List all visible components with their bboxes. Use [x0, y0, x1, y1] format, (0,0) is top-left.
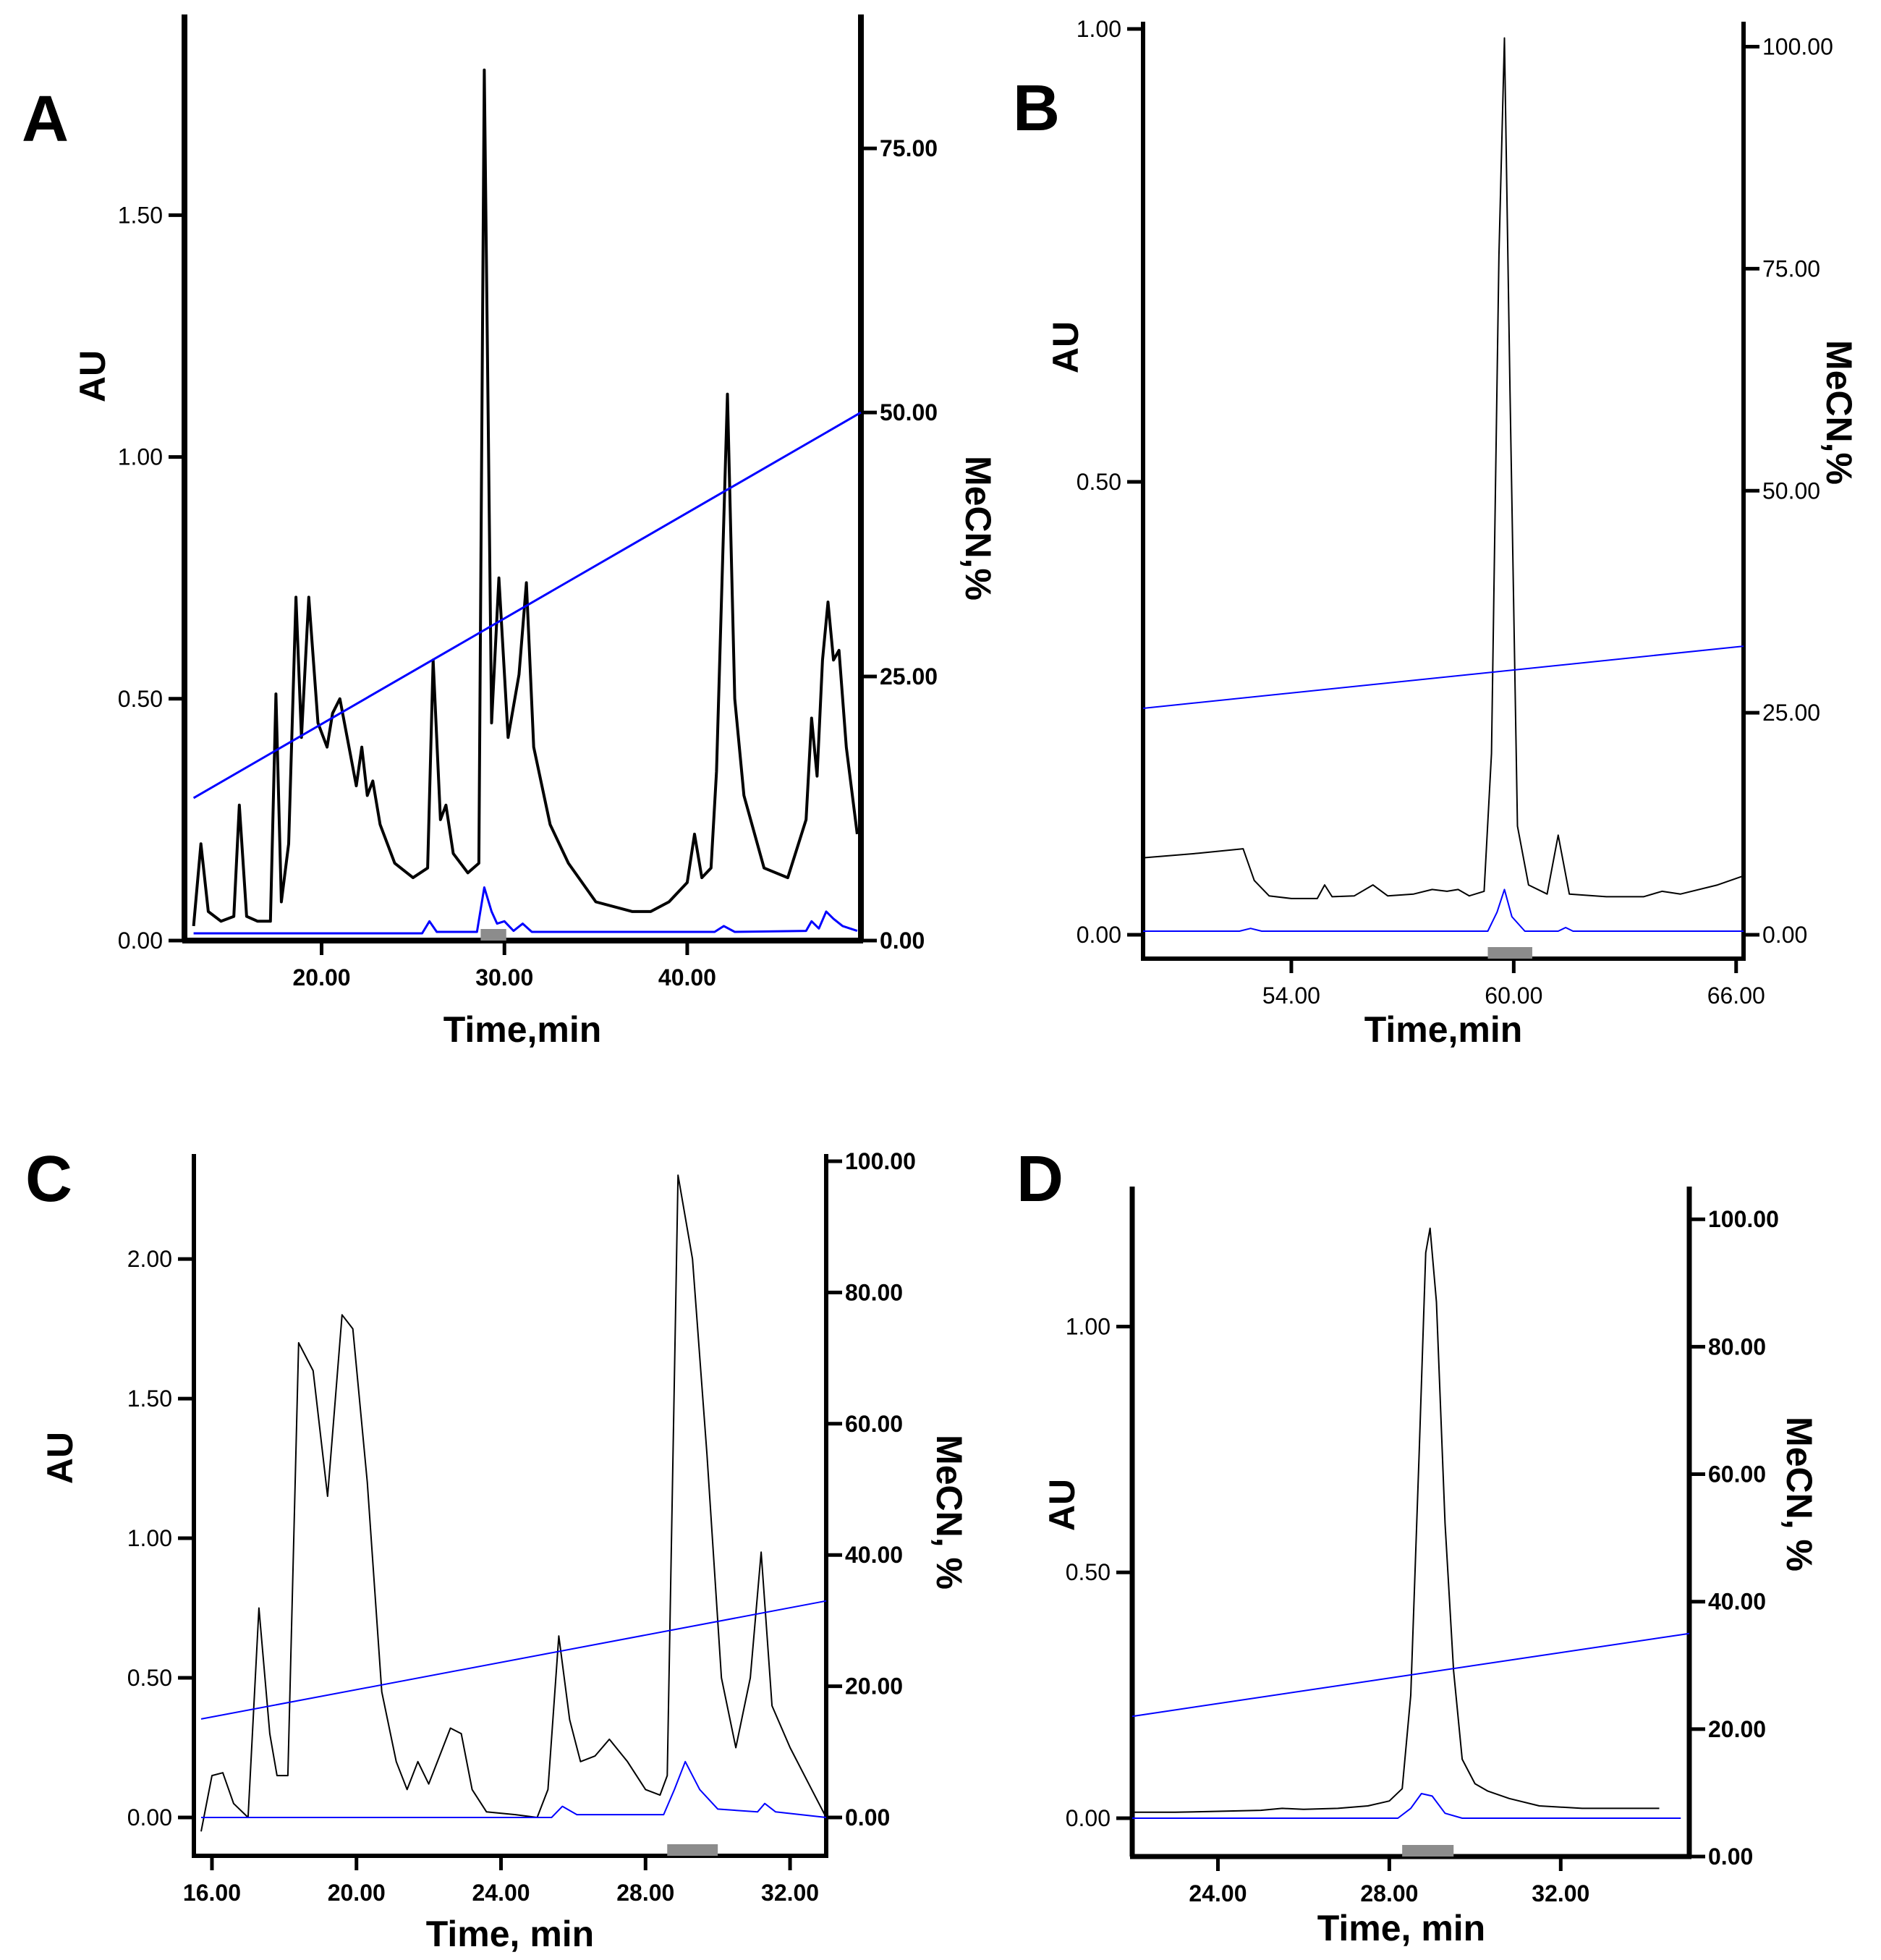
absorbance-trace [192, 68, 859, 927]
y-tick-label: 0.00 [1066, 1805, 1111, 1831]
y2-tick-label: 25.00 [1762, 700, 1820, 726]
y-tick-label: 0.50 [1077, 469, 1121, 495]
y-tick-label: 0.00 [118, 928, 163, 954]
y2-tick-label: 0.00 [1762, 922, 1807, 948]
panel-c: C 0.00 0.50 1.00 1.50 2.00 0.00 20.00 40.00 60.00… [25, 1143, 969, 1954]
y2-tick-label: 60.00 [1708, 1461, 1766, 1488]
y2-tick-label: 75.00 [1762, 255, 1820, 281]
panel-b: B 0.00 0.50 1.00 0.00 25.00 50.00 75.00 100.00 54… [1013, 16, 1859, 1050]
panel-letter: D [1016, 1143, 1063, 1216]
x-tick-label: 28.00 [1360, 1880, 1418, 1906]
y-tick-label: 1.00 [118, 444, 163, 470]
y2-tick-label: 40.00 [845, 1542, 903, 1568]
reanalysis-trace [1143, 888, 1744, 932]
y-tick-label: 2.00 [127, 1246, 172, 1272]
y2-axis-title: MeCN,% [958, 456, 998, 601]
y2-tick-label: 80.00 [845, 1279, 903, 1305]
mecn-gradient-line [1131, 1632, 1690, 1718]
x-axis-title: Time, min [1317, 1908, 1485, 1948]
x-tick-label: 32.00 [1532, 1880, 1589, 1906]
panel-a: A 0.00 0.50 1.00 1.50 0.00 25.00 50.00 75.00 20.0… [22, 14, 998, 1050]
y2-axis-title: MeCN, % [929, 1435, 969, 1590]
absorbance-trace [1132, 1227, 1660, 1813]
y-tick-label: 1.50 [127, 1386, 172, 1412]
absorbance-trace [200, 1174, 827, 1832]
reanalysis-trace [193, 886, 858, 935]
y-tick-label: 0.00 [1077, 922, 1121, 948]
x-tick-label: 54.00 [1262, 983, 1320, 1009]
collected-fraction-bar [480, 929, 506, 941]
y2-axis-title: MeCN,% [1819, 340, 1859, 485]
panel-letter: C [25, 1143, 72, 1216]
y2-tick-label: 0.00 [845, 1804, 890, 1830]
y-tick-label: 0.00 [127, 1804, 172, 1830]
x-tick-label: 40.00 [658, 964, 716, 990]
panel-letter: B [1013, 72, 1060, 145]
collected-fraction-bar [1487, 947, 1532, 959]
absorbance-trace [1142, 37, 1744, 899]
x-tick-label: 16.00 [183, 1880, 241, 1906]
y-axis-title: AU [1045, 321, 1086, 373]
y2-tick-label: 20.00 [1708, 1716, 1766, 1742]
x-tick-label: 20.00 [292, 964, 350, 990]
y2-tick-label: 25.00 [880, 663, 938, 690]
x-tick-label: 66.00 [1707, 983, 1765, 1009]
reanalysis-trace [201, 1760, 827, 1818]
y2-axis-title: MeCN, % [1779, 1417, 1820, 1571]
x-tick-label: 24.00 [472, 1880, 530, 1906]
mecn-gradient-line [192, 411, 862, 799]
panel-d: D 0.00 0.50 1.00 0.00 20.00 40.00 60.00 80.00 100… [1016, 1143, 1820, 1948]
y-axis-title: AU [1042, 1479, 1082, 1531]
y2-tick-label: 80.00 [1708, 1333, 1766, 1359]
y-tick-label: 0.50 [1066, 1559, 1111, 1585]
y-axis-title: AU [40, 1432, 80, 1484]
y-tick-label: 1.50 [118, 202, 163, 228]
reanalysis-trace [1132, 1793, 1681, 1819]
x-axis-title: Time,min [443, 1009, 602, 1050]
y-tick-label: 1.00 [127, 1525, 172, 1551]
y2-tick-label: 75.00 [880, 135, 938, 161]
y2-tick-label: 0.00 [1708, 1844, 1753, 1870]
y-axis-title: AU [72, 350, 113, 402]
y-tick-label: 0.50 [118, 686, 163, 712]
y2-tick-label: 20.00 [845, 1673, 903, 1700]
x-tick-label: 28.00 [616, 1880, 674, 1906]
x-axis-title: Time, min [426, 1914, 594, 1954]
y-tick-label: 1.00 [1077, 16, 1121, 42]
x-tick-label: 32.00 [761, 1880, 819, 1906]
panel-letter: A [22, 83, 69, 156]
x-tick-label: 20.00 [328, 1880, 386, 1906]
collected-fraction-bar [667, 1844, 718, 1856]
x-tick-label: 24.00 [1189, 1880, 1247, 1906]
y2-tick-label: 40.00 [1708, 1589, 1766, 1615]
mecn-gradient-line [200, 1600, 827, 1720]
y2-tick-label: 100.00 [1762, 34, 1833, 60]
x-tick-label: 30.00 [475, 964, 533, 990]
y2-tick-label: 60.00 [845, 1411, 903, 1437]
mecn-gradient-line [1142, 645, 1744, 709]
x-axis-title: Time,min [1364, 1009, 1523, 1050]
y2-tick-label: 50.00 [1762, 478, 1820, 504]
y-tick-label: 0.50 [127, 1665, 172, 1691]
collected-fraction-bar [1402, 1845, 1454, 1857]
y2-tick-label: 100.00 [1708, 1206, 1779, 1232]
y2-tick-label: 0.00 [880, 928, 925, 954]
y2-tick-label: 100.00 [845, 1148, 916, 1174]
y-tick-label: 1.00 [1066, 1313, 1111, 1339]
x-tick-label: 60.00 [1485, 983, 1542, 1009]
y2-tick-label: 50.00 [880, 399, 938, 425]
